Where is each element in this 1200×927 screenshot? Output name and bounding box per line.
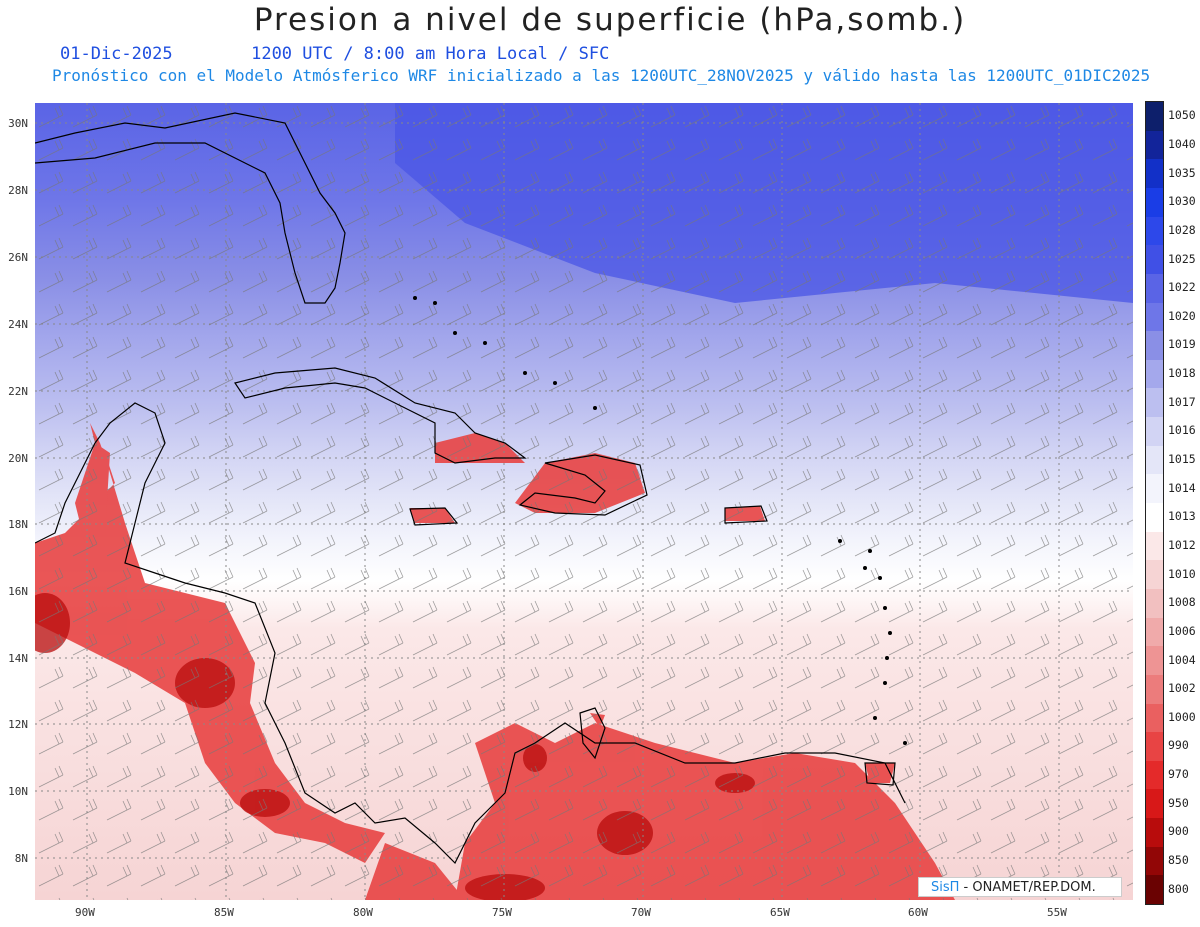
- colorbar-segment: [1146, 732, 1163, 762]
- onamet-watermark: SisΠ - ONAMET/REP.DOM.: [918, 877, 1122, 897]
- colorbar-segment: [1146, 359, 1163, 389]
- colorbar-segment: [1146, 388, 1163, 418]
- colorbar-label: 900: [1168, 824, 1189, 839]
- colorbar-label: 1012: [1168, 537, 1196, 552]
- colorbar-segment: [1146, 646, 1163, 676]
- colorbar-segment: [1146, 875, 1163, 905]
- lon-label-55w: 55W: [1047, 906, 1067, 919]
- lat-label-14n: 14N: [8, 652, 28, 665]
- watermark-text: - ONAMET/REP.DOM.: [959, 880, 1096, 895]
- colorbar-segment: [1146, 846, 1163, 876]
- colorbar-label: 1004: [1168, 652, 1196, 667]
- colorbar-segment: [1146, 617, 1163, 647]
- lon-label-65w: 65W: [770, 906, 790, 919]
- sispi-logo: SisΠ: [931, 880, 960, 895]
- lat-label-16n: 16N: [8, 585, 28, 598]
- colorbar-segment: [1146, 216, 1163, 246]
- colorbar-label: 1014: [1168, 480, 1196, 495]
- colorbar-label: 1040: [1168, 136, 1196, 151]
- valid-time: 1200 UTC / 8:00 am Hora Local / SFC: [251, 44, 610, 64]
- colorbar-segment: [1146, 417, 1163, 447]
- colorbar-label: 1035: [1168, 165, 1196, 180]
- colorbar-segment: [1146, 159, 1163, 189]
- lon-label-80w: 80W: [353, 906, 373, 919]
- colorbar-label: 1020: [1168, 308, 1196, 323]
- colorbar-segment: [1146, 531, 1163, 561]
- colorbar-segment: [1146, 445, 1163, 475]
- lat-label-26n: 26N: [8, 251, 28, 264]
- colorbar-label: 970: [1168, 767, 1189, 782]
- wind-barbs: [35, 103, 1133, 900]
- map-title: Presion a nivel de superficie (hPa,somb.…: [253, 2, 967, 38]
- lon-label-60w: 60W: [908, 906, 928, 919]
- colorbar-segment: [1146, 760, 1163, 790]
- colorbar-segment: [1146, 560, 1163, 590]
- colorbar-segment: [1146, 130, 1163, 160]
- colorbar-label: 1017: [1168, 394, 1196, 409]
- date-and-time-line: 01-Dic-2025 1200 UTC / 8:00 am Hora Loca…: [60, 44, 609, 64]
- colorbar-label: 1002: [1168, 681, 1196, 696]
- colorbar-label: 950: [1168, 795, 1189, 810]
- lat-label-12n: 12N: [8, 718, 28, 731]
- colorbar-label: 1030: [1168, 194, 1196, 209]
- lon-label-90w: 90W: [75, 906, 95, 919]
- colorbar-label: 1008: [1168, 595, 1196, 610]
- lon-label-70w: 70W: [631, 906, 651, 919]
- coastlines: [35, 112, 906, 865]
- colorbar-label: 1019: [1168, 337, 1196, 352]
- colorbar-segment: [1146, 102, 1163, 132]
- colorbar-label: 1025: [1168, 251, 1196, 266]
- colorbar-label: 1000: [1168, 709, 1196, 724]
- lat-label-22n: 22N: [8, 385, 28, 398]
- forecast-date: 01-Dic-2025: [60, 44, 173, 64]
- pressure-colorbar: [1145, 101, 1164, 905]
- colorbar-label: 1010: [1168, 566, 1196, 581]
- lat-label-20n: 20N: [8, 452, 28, 465]
- lon-label-85w: 85W: [214, 906, 234, 919]
- lat-label-28n: 28N: [8, 184, 28, 197]
- colorbar-label: 1006: [1168, 623, 1196, 638]
- colorbar-segment: [1146, 245, 1163, 275]
- pressure-field: [35, 103, 1133, 900]
- lat-label-8n: 8N: [14, 852, 28, 865]
- pressure-map: [35, 103, 1133, 900]
- colorbar-label: 1050: [1168, 108, 1196, 123]
- lon-label-75w: 75W: [492, 906, 512, 919]
- colorbar-segment: [1146, 674, 1163, 704]
- island-markers: [413, 296, 907, 745]
- colorbar-segment: [1146, 331, 1163, 361]
- colorbar-label: 1013: [1168, 509, 1196, 524]
- forecast-info: Pronóstico con el Modelo Atmósferico WRF…: [52, 66, 1151, 85]
- colorbar-segment: [1146, 703, 1163, 733]
- colorbar-label: 1016: [1168, 423, 1196, 438]
- colorbar-segment: [1146, 474, 1163, 504]
- colorbar-segment: [1146, 302, 1163, 332]
- colorbar-segment: [1146, 789, 1163, 819]
- lat-label-10n: 10N: [8, 785, 28, 798]
- colorbar-segment: [1146, 273, 1163, 303]
- colorbar-label: 850: [1168, 853, 1189, 868]
- colorbar-segment: [1146, 187, 1163, 218]
- colorbar-label: 1018: [1168, 366, 1196, 381]
- colorbar-segment: [1146, 503, 1163, 533]
- colorbar-label: 800: [1168, 881, 1189, 896]
- lat-label-30n: 30N: [8, 117, 28, 130]
- colorbar-segment: [1146, 588, 1163, 619]
- lat-label-18n: 18N: [8, 518, 28, 531]
- lat-label-24n: 24N: [8, 318, 28, 331]
- colorbar-label: 1022: [1168, 280, 1196, 295]
- colorbar-label: 1015: [1168, 452, 1196, 467]
- colorbar-label: 1028: [1168, 222, 1196, 237]
- colorbar-segment: [1146, 818, 1163, 848]
- colorbar-label: 990: [1168, 738, 1189, 753]
